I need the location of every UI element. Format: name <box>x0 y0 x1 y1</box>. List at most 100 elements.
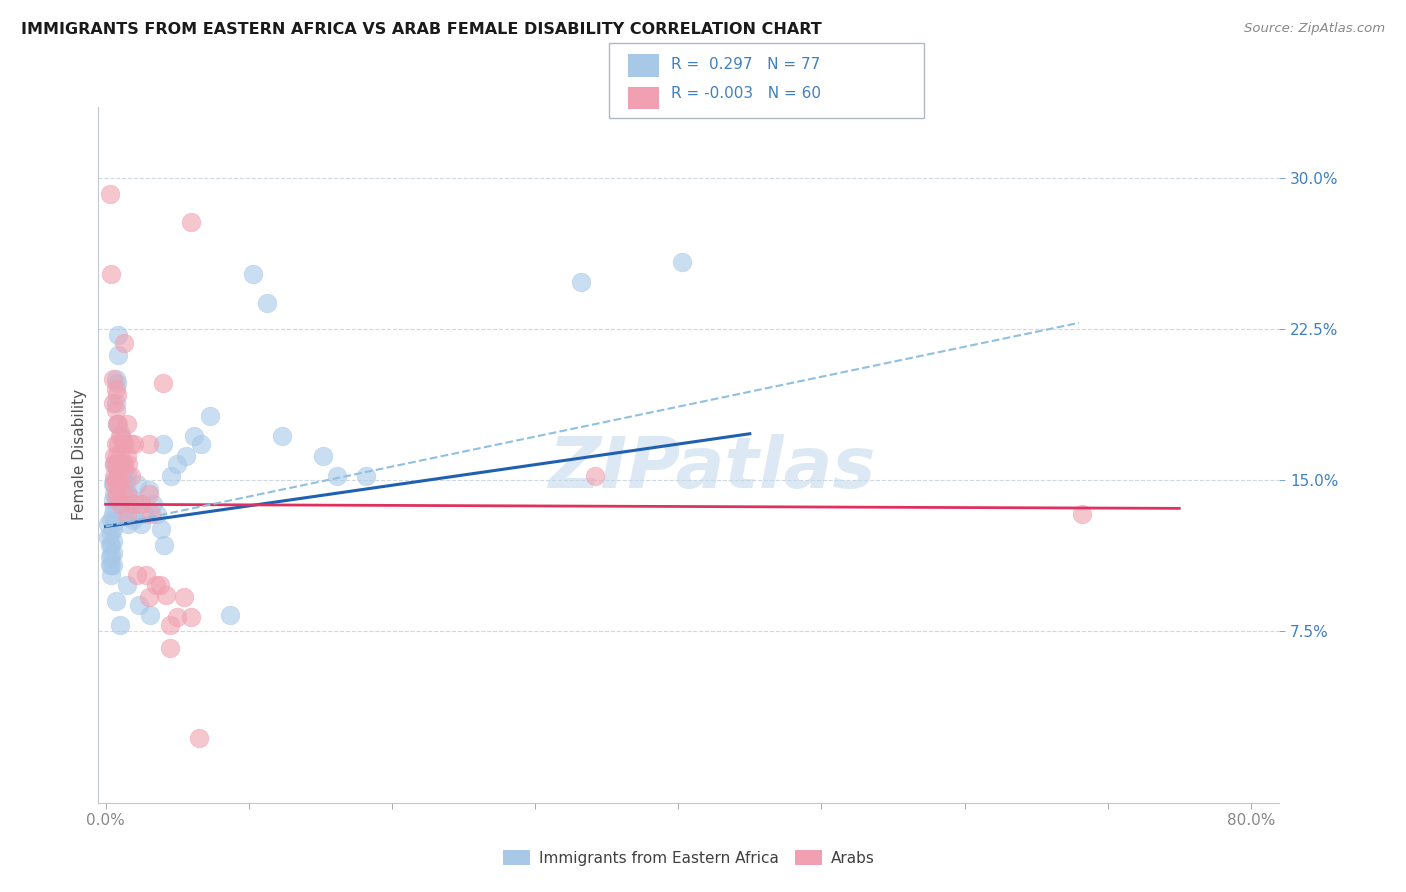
Immigrants from Eastern Africa <box>219 608 242 623</box>
Immigrants from Eastern Africa <box>125 477 148 491</box>
Immigrants from Eastern Africa <box>105 376 128 391</box>
Immigrants from Eastern Africa <box>103 473 125 487</box>
Immigrants from Eastern Africa <box>160 469 183 483</box>
Immigrants from Eastern Africa <box>174 449 197 463</box>
Arabs <box>112 437 135 451</box>
Arabs <box>141 508 163 522</box>
Arabs <box>120 437 142 451</box>
Arabs <box>159 618 181 632</box>
Immigrants from Eastern Africa <box>101 546 124 560</box>
Arabs <box>112 336 135 351</box>
Immigrants from Eastern Africa <box>111 437 134 451</box>
Immigrants from Eastern Africa <box>190 437 212 451</box>
Arabs <box>115 509 138 524</box>
Arabs <box>105 487 128 501</box>
Immigrants from Eastern Africa <box>153 538 176 552</box>
Arabs <box>100 268 122 282</box>
Immigrants from Eastern Africa <box>131 517 153 532</box>
Arabs <box>180 215 202 229</box>
Arabs <box>105 449 128 463</box>
Immigrants from Eastern Africa <box>100 538 122 552</box>
Immigrants from Eastern Africa <box>105 417 128 431</box>
Immigrants from Eastern Africa <box>98 549 121 564</box>
Arabs <box>115 487 138 501</box>
Arabs <box>115 449 138 463</box>
Immigrants from Eastern Africa <box>110 457 132 471</box>
Arabs <box>105 417 128 431</box>
Immigrants from Eastern Africa <box>671 255 693 269</box>
Immigrants from Eastern Africa <box>108 618 131 632</box>
Immigrants from Eastern Africa <box>114 501 136 516</box>
Arabs <box>138 590 160 604</box>
Immigrants from Eastern Africa <box>100 558 122 572</box>
Immigrants from Eastern Africa <box>134 508 156 522</box>
Arabs <box>103 477 125 491</box>
Immigrants from Eastern Africa <box>108 457 131 471</box>
Immigrants from Eastern Africa <box>312 449 335 463</box>
Immigrants from Eastern Africa <box>98 538 121 552</box>
Arabs <box>122 497 145 511</box>
Arabs <box>117 457 139 471</box>
Text: Source: ZipAtlas.com: Source: ZipAtlas.com <box>1244 22 1385 36</box>
Arabs <box>104 457 127 471</box>
Immigrants from Eastern Africa <box>104 372 127 386</box>
Arabs <box>111 457 134 471</box>
Immigrants from Eastern Africa <box>103 457 125 471</box>
Immigrants from Eastern Africa <box>114 477 136 491</box>
Immigrants from Eastern Africa <box>112 509 135 524</box>
Immigrants from Eastern Africa <box>256 295 278 310</box>
Text: R =  0.297   N = 77: R = 0.297 N = 77 <box>671 57 820 72</box>
Arabs <box>107 417 129 431</box>
Immigrants from Eastern Africa <box>100 548 122 562</box>
Immigrants from Eastern Africa <box>150 522 173 536</box>
Immigrants from Eastern Africa <box>101 533 124 548</box>
Immigrants from Eastern Africa <box>115 467 138 481</box>
Immigrants from Eastern Africa <box>326 469 349 483</box>
Arabs <box>108 429 131 443</box>
Arabs <box>180 610 202 624</box>
Immigrants from Eastern Africa <box>131 497 153 511</box>
Text: R = -0.003   N = 60: R = -0.003 N = 60 <box>671 86 821 101</box>
Immigrants from Eastern Africa <box>107 327 129 342</box>
Arabs <box>107 477 129 491</box>
Immigrants from Eastern Africa <box>104 396 127 410</box>
Immigrants from Eastern Africa <box>142 497 165 511</box>
Arabs <box>145 578 167 592</box>
Arabs <box>104 437 127 451</box>
Arabs <box>155 588 177 602</box>
Text: ZIPatlas: ZIPatlas <box>548 434 876 503</box>
Immigrants from Eastern Africa <box>117 517 139 532</box>
Arabs <box>104 402 127 417</box>
Immigrants from Eastern Africa <box>105 473 128 487</box>
Arabs <box>149 578 172 592</box>
Immigrants from Eastern Africa <box>100 568 122 582</box>
Arabs <box>101 396 124 410</box>
Arabs <box>104 383 127 397</box>
Immigrants from Eastern Africa <box>103 501 125 516</box>
Arabs <box>131 497 153 511</box>
Arabs <box>122 437 145 451</box>
Arabs <box>111 487 134 501</box>
Immigrants from Eastern Africa <box>108 477 131 491</box>
Immigrants from Eastern Africa <box>101 558 124 572</box>
Text: IMMIGRANTS FROM EASTERN AFRICA VS ARAB FEMALE DISABILITY CORRELATION CHART: IMMIGRANTS FROM EASTERN AFRICA VS ARAB F… <box>21 22 823 37</box>
Arabs <box>108 497 131 511</box>
Immigrants from Eastern Africa <box>569 276 592 290</box>
Legend: Immigrants from Eastern Africa, Arabs: Immigrants from Eastern Africa, Arabs <box>496 844 882 871</box>
Arabs <box>108 449 131 463</box>
Immigrants from Eastern Africa <box>139 608 162 623</box>
Immigrants from Eastern Africa <box>146 508 169 522</box>
Arabs <box>135 568 157 582</box>
Immigrants from Eastern Africa <box>101 522 124 536</box>
Arabs <box>1070 508 1092 522</box>
Arabs <box>107 437 129 451</box>
Immigrants from Eastern Africa <box>103 487 125 501</box>
Immigrants from Eastern Africa <box>107 348 129 362</box>
Arabs <box>104 473 127 487</box>
Immigrants from Eastern Africa <box>101 477 124 491</box>
Arabs <box>125 568 148 582</box>
Arabs <box>138 437 160 451</box>
Arabs <box>105 469 128 483</box>
Immigrants from Eastern Africa <box>100 513 122 527</box>
Immigrants from Eastern Africa <box>117 487 139 501</box>
